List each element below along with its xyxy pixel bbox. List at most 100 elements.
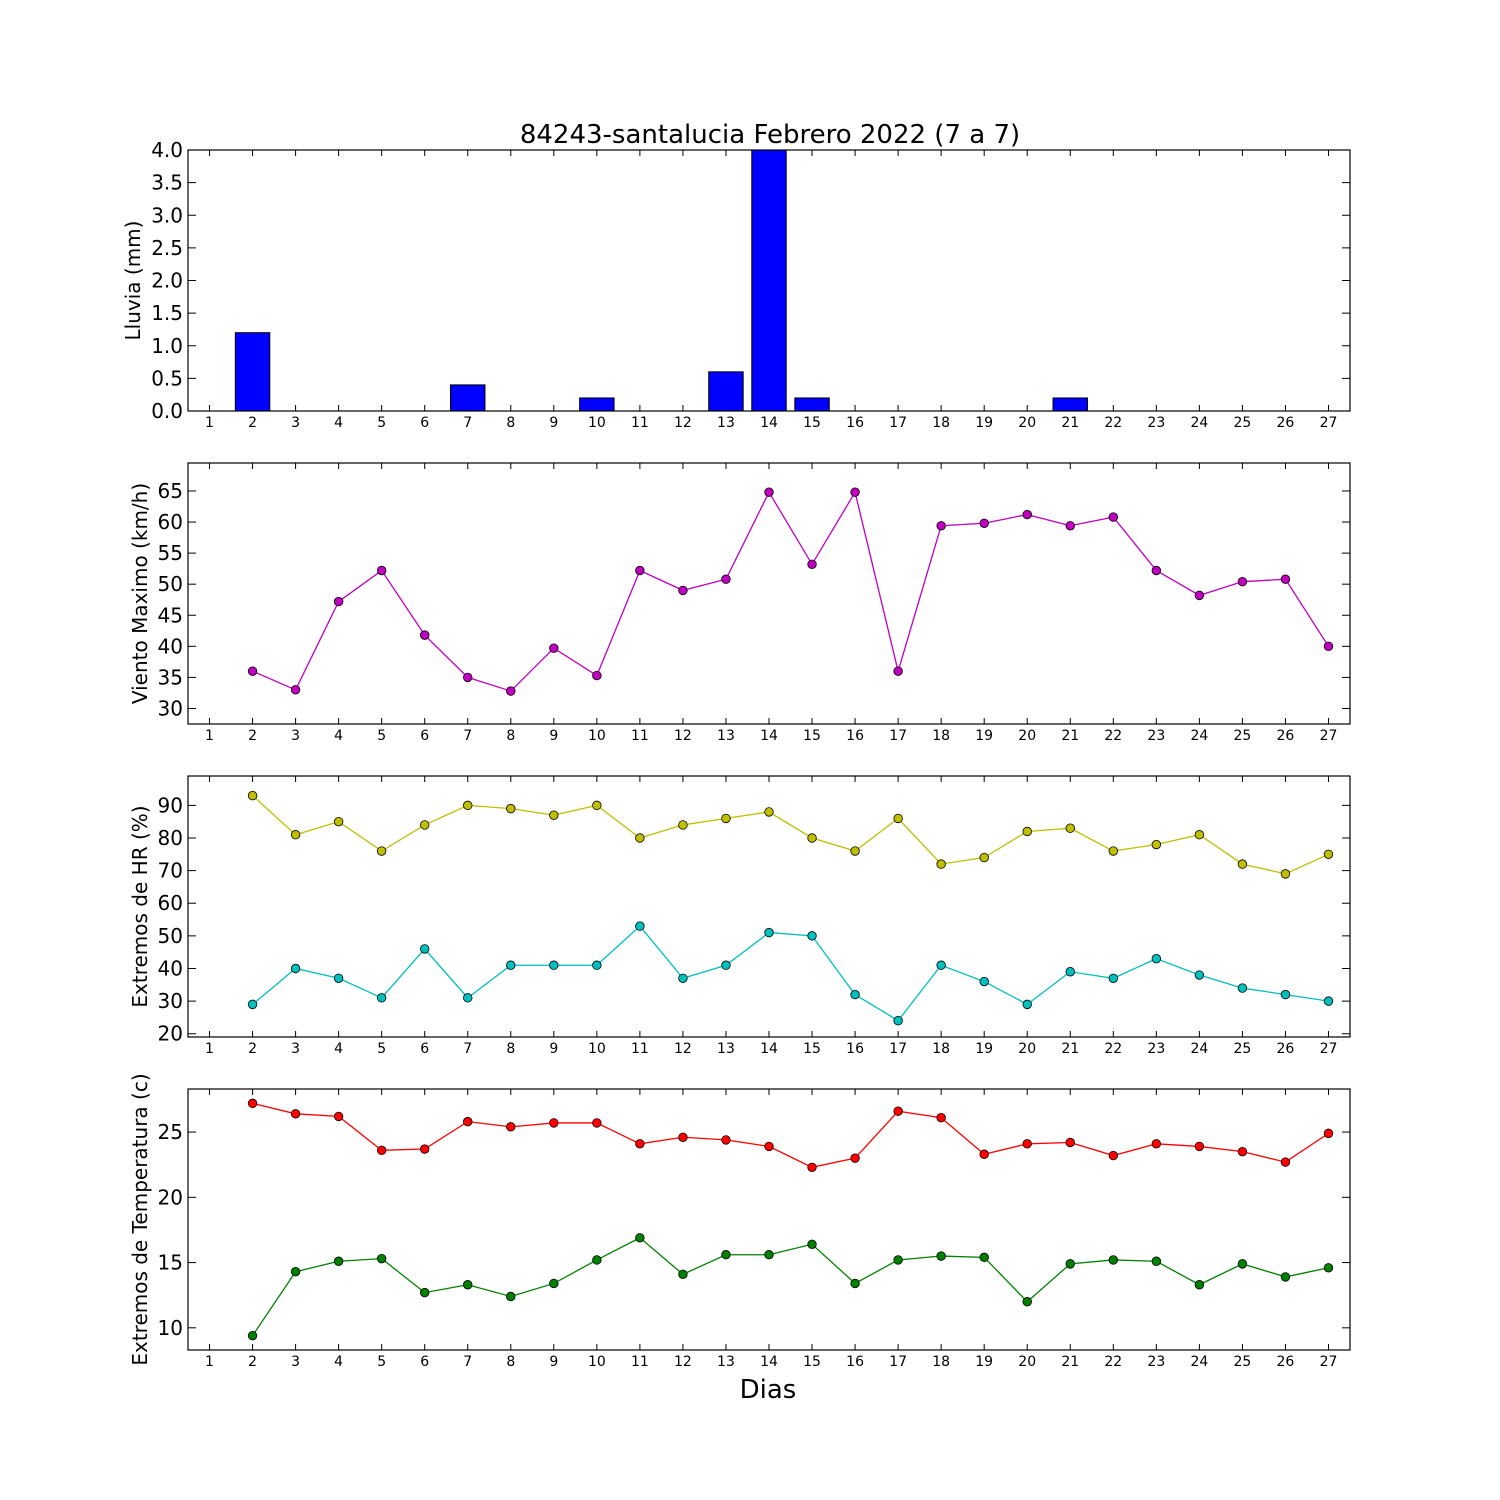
x-tick-label: 4 — [334, 415, 343, 431]
x-tick-label: 7 — [463, 728, 472, 744]
data-point — [333, 973, 344, 983]
x-tick-label: 15 — [803, 1041, 821, 1057]
x-tick-label: 13 — [717, 1041, 735, 1057]
data-point — [979, 1149, 989, 1159]
x-tick-label: 17 — [889, 415, 907, 431]
y-tick-label: 10 — [158, 1316, 183, 1340]
x-tick-label: 26 — [1277, 728, 1295, 744]
x-tick-label: 21 — [1061, 1041, 1079, 1057]
x-tick-label: 12 — [674, 728, 692, 744]
data-point — [1194, 1141, 1205, 1152]
x-tick-label: 22 — [1104, 1041, 1122, 1057]
x-tick-label: 21 — [1061, 1354, 1079, 1370]
x-tick-label: 10 — [588, 1041, 606, 1057]
data-point — [1065, 1137, 1075, 1148]
series-line-1 — [252, 795, 1329, 875]
data-point — [549, 1278, 559, 1289]
x-tick-label: 23 — [1147, 728, 1165, 744]
data-point — [506, 803, 516, 814]
x-tick-label: 3 — [291, 415, 300, 431]
x-axis-label: Dias — [740, 1375, 797, 1405]
data-point — [1151, 839, 1162, 850]
data-point — [463, 800, 473, 811]
x-tick-label: 16 — [846, 728, 864, 744]
data-point — [979, 518, 989, 528]
data-point — [1151, 1139, 1162, 1149]
data-point — [1237, 1146, 1248, 1157]
data-point — [936, 1251, 946, 1261]
data-point — [764, 807, 774, 817]
x-tick-label: 20 — [1018, 415, 1036, 431]
bar — [1052, 397, 1088, 412]
data-point — [936, 1113, 946, 1123]
data-point — [290, 1109, 301, 1119]
data-point — [850, 1278, 860, 1289]
data-point — [678, 820, 688, 830]
x-tick-label: 1 — [205, 415, 214, 431]
data-point — [893, 813, 903, 824]
data-point — [290, 830, 301, 840]
data-point — [936, 960, 946, 970]
data-point — [290, 685, 301, 695]
x-tick-label: 4 — [334, 1041, 343, 1057]
data-point — [290, 1266, 301, 1277]
data-point — [807, 931, 817, 941]
x-tick-label: 17 — [889, 1354, 907, 1370]
x-tick-label: 7 — [463, 1354, 472, 1370]
panel-1: 0.00.51.01.52.02.53.03.54.01 2 3 4 5 6 7 8 9 10 11… — [121, 138, 1351, 431]
x-tick-label: 14 — [760, 1041, 778, 1057]
x-tick-label: 6 — [420, 1041, 429, 1057]
data-point — [420, 630, 430, 640]
data-point — [764, 487, 774, 497]
x-tick-label: 25 — [1233, 1354, 1251, 1370]
x-tick-label: 17 — [889, 1041, 907, 1057]
y-tick-label: 0.5 — [151, 366, 183, 390]
data-point — [333, 816, 344, 827]
series-line-2 — [252, 1236, 1329, 1337]
data-point — [1237, 983, 1248, 993]
x-tick-label: 19 — [975, 728, 993, 744]
x-tick-label: 8 — [506, 1354, 515, 1370]
data-point — [893, 666, 903, 676]
x-tick-label: 26 — [1277, 415, 1295, 431]
bar — [751, 149, 787, 412]
panels: 0.00.51.01.52.02.53.03.54.01 2 3 4 5 6 7 8 9 10 11… — [121, 138, 1351, 1370]
x-tick-label: 24 — [1190, 728, 1208, 744]
data-point — [1237, 859, 1248, 869]
data-point — [549, 643, 559, 653]
x-tick-label: 24 — [1190, 1354, 1208, 1370]
x-tick-label: 1 — [205, 1354, 214, 1370]
x-tick-label: 22 — [1104, 1354, 1122, 1370]
y-axis-label: Extremos de Temperatura (c) — [128, 1073, 152, 1365]
x-tick-label: 21 — [1061, 728, 1079, 744]
data-point — [592, 800, 602, 811]
data-point — [678, 1132, 688, 1142]
x-tick-label: 20 — [1018, 728, 1036, 744]
x-tick-label: 26 — [1277, 1041, 1295, 1057]
data-point — [290, 963, 301, 974]
data-point — [807, 1239, 817, 1249]
data-point — [506, 1291, 516, 1302]
data-point — [1237, 576, 1248, 587]
x-tick-label: 6 — [420, 415, 429, 431]
data-point — [1237, 1259, 1248, 1269]
y-tick-label: 2.5 — [151, 236, 183, 260]
x-tick-label: 24 — [1190, 1041, 1208, 1057]
data-point — [850, 1153, 860, 1163]
data-point — [678, 973, 688, 983]
bar — [708, 371, 744, 412]
x-tick-label: 12 — [674, 1354, 692, 1370]
data-point — [247, 790, 258, 801]
plot-frame — [187, 775, 1351, 1038]
data-point — [463, 672, 473, 683]
x-tick-label: 18 — [932, 415, 950, 431]
data-point — [1194, 1280, 1205, 1290]
y-tick-label: 15 — [158, 1251, 183, 1275]
data-point — [376, 1253, 387, 1264]
data-point — [333, 1111, 344, 1122]
data-point — [1022, 1139, 1032, 1149]
x-tick-label: 5 — [377, 1041, 386, 1057]
y-tick-label: 3.0 — [151, 203, 183, 227]
data-point — [1323, 641, 1334, 652]
